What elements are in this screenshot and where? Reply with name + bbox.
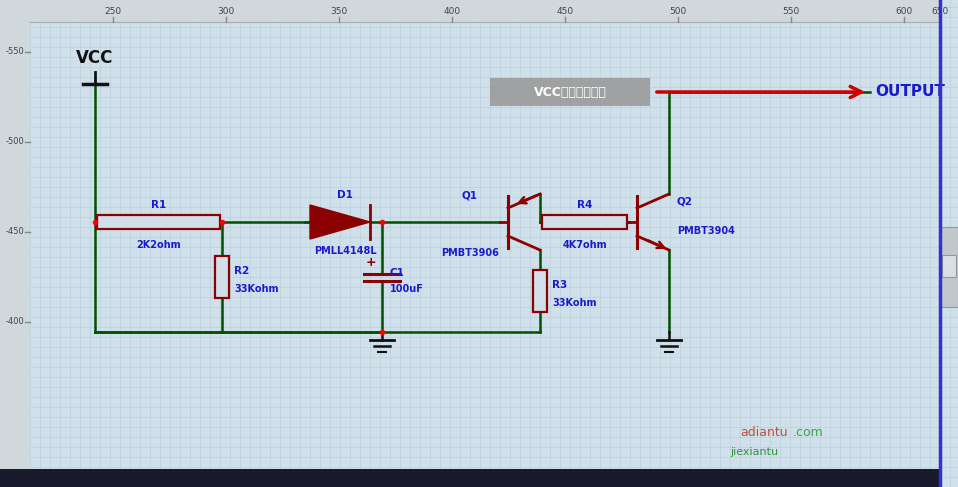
Text: -550: -550	[6, 48, 24, 56]
Text: OUTPUT: OUTPUT	[875, 85, 945, 99]
Text: VCC: VCC	[77, 49, 114, 67]
Bar	[0, 469, 940, 487]
Text: 350: 350	[331, 6, 348, 16]
Text: R4: R4	[577, 200, 592, 210]
Text: R2: R2	[234, 266, 249, 276]
Text: 650: 650	[931, 6, 948, 16]
Text: R1: R1	[150, 200, 166, 210]
Text: 600: 600	[896, 6, 913, 16]
Bar	[0, 22, 30, 487]
Text: 4K7ohm: 4K7ohm	[562, 240, 606, 250]
Bar	[97, 215, 220, 229]
Text: 33Kohm: 33Kohm	[234, 284, 279, 294]
Text: 33Kohm: 33Kohm	[552, 298, 597, 308]
Text: 2K2ohm: 2K2ohm	[136, 240, 181, 250]
Text: -450: -450	[6, 227, 24, 237]
Bar	[490, 78, 650, 106]
Text: -400: -400	[6, 318, 24, 326]
Text: 250: 250	[104, 6, 122, 16]
Text: PMBT3906: PMBT3906	[441, 248, 499, 258]
Text: .com: .com	[793, 426, 824, 438]
Text: 450: 450	[557, 6, 574, 16]
Text: R3: R3	[552, 280, 567, 290]
Text: jiexiantu: jiexiantu	[730, 447, 778, 457]
Text: 300: 300	[217, 6, 235, 16]
Bar	[942, 255, 956, 277]
Text: PMLL4148L: PMLL4148L	[313, 246, 376, 256]
Text: D1: D1	[337, 190, 353, 200]
Text: 100uF: 100uF	[390, 284, 423, 294]
Text: 500: 500	[670, 6, 687, 16]
Text: -500: -500	[6, 137, 24, 147]
Bar	[533, 270, 547, 312]
Text: PMBT3904: PMBT3904	[677, 226, 735, 236]
Bar	[215, 256, 229, 298]
Text: Q1: Q1	[462, 190, 478, 200]
Text: VCC推电信号输出: VCC推电信号输出	[534, 86, 606, 98]
Text: adiantu: adiantu	[740, 426, 787, 438]
Text: 400: 400	[444, 6, 461, 16]
Polygon shape	[310, 205, 370, 239]
Text: +: +	[365, 257, 376, 269]
Bar	[940, 227, 958, 307]
Bar	[542, 215, 627, 229]
Bar	[0, 0, 940, 22]
Text: 550: 550	[783, 6, 800, 16]
Text: C1: C1	[390, 268, 405, 278]
Text: Q2: Q2	[677, 196, 693, 206]
